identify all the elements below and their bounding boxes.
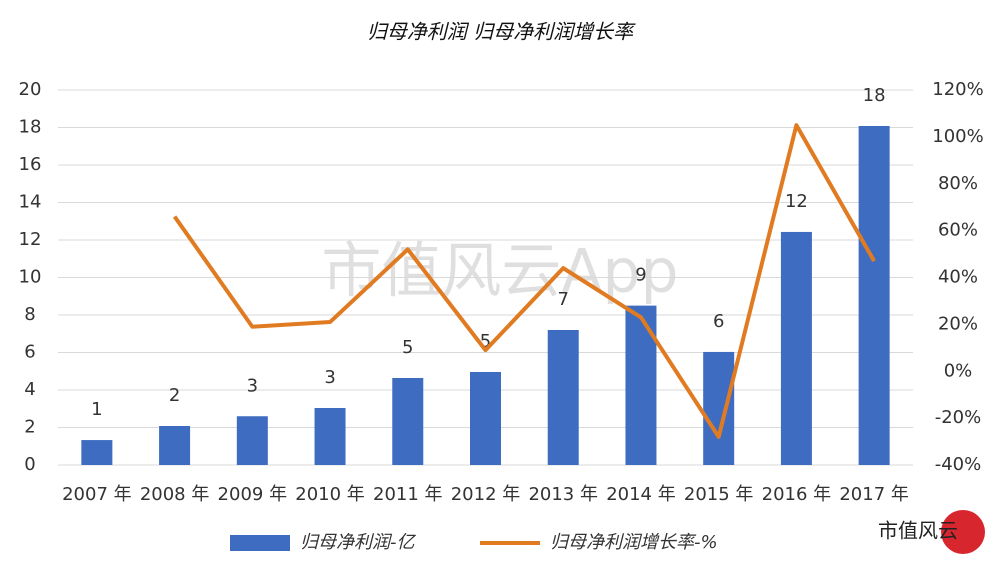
y2-tick-label: 20% — [938, 313, 978, 334]
value-label: 7 — [558, 289, 569, 310]
x-tick-label: 2008 年 — [140, 484, 210, 505]
x-tick-label: 2017 年 — [839, 484, 909, 505]
legend-label: 归母净利润-亿 — [300, 532, 416, 553]
value-label: 12 — [785, 191, 808, 212]
y-tick-label: 4 — [24, 379, 35, 400]
logo-text: 市值风云 — [878, 519, 958, 543]
value-label: 3 — [324, 367, 335, 388]
legend-label: 归母净利润增长率-% — [550, 532, 718, 553]
y-tick-label: 12 — [19, 229, 42, 250]
bar — [703, 351, 735, 465]
x-tick-label: 2014 年 — [606, 484, 676, 505]
x-tick-label: 2007 年 — [62, 484, 132, 505]
y-tick-label: 0 — [24, 454, 35, 475]
y2-tick-label: -40% — [935, 454, 982, 475]
y2-tick-label: 100% — [932, 126, 983, 147]
y2-tick-label: 40% — [938, 267, 978, 288]
x-tick-label: 2009 年 — [218, 484, 288, 505]
x-tick-label: 2016 年 — [762, 484, 832, 505]
value-label: 9 — [635, 265, 646, 286]
x-tick-label: 2010 年 — [295, 484, 365, 505]
y-tick-label: 2 — [24, 417, 35, 438]
bar — [858, 126, 890, 465]
line — [172, 123, 876, 439]
value-label: 5 — [480, 331, 491, 352]
y-tick-label: 10 — [19, 267, 42, 288]
bar — [81, 440, 113, 465]
y-tick-label: 16 — [19, 154, 42, 175]
x-tick-label: 2013 年 — [528, 484, 598, 505]
y-tick-label: 14 — [19, 192, 42, 213]
bar — [159, 426, 191, 465]
value-label: 3 — [247, 375, 258, 396]
y2-tick-label: 120% — [932, 79, 983, 100]
watermark: 市值风云App — [321, 237, 678, 307]
legend-swatch — [230, 535, 290, 551]
x-tick-label: 2011 年 — [373, 484, 443, 505]
logo-icon — [941, 510, 985, 554]
y2-tick-label: 60% — [938, 220, 978, 241]
x-tick-label: 2012 年 — [451, 484, 521, 505]
y2-tick-label: 80% — [938, 173, 978, 194]
bar — [392, 378, 424, 465]
y-tick-label: 6 — [24, 342, 35, 363]
value-label: 6 — [713, 311, 724, 332]
value-label: 18 — [863, 85, 886, 106]
bar — [314, 408, 346, 465]
bar — [470, 372, 501, 465]
y-tick-label: 8 — [24, 304, 35, 325]
bar — [236, 416, 268, 465]
value-label: 5 — [402, 337, 413, 358]
bar — [780, 231, 812, 465]
bar — [547, 330, 579, 465]
y-tick-label: 20 — [19, 79, 42, 100]
y2-tick-label: -20% — [935, 407, 982, 428]
value-label: 2 — [169, 385, 180, 406]
bar — [625, 305, 657, 465]
y-tick-label: 18 — [19, 117, 42, 138]
chart-title: 归母净利润 归母净利润增长率 — [367, 20, 636, 44]
y2-tick-label: 0% — [944, 360, 973, 381]
value-label: 1 — [91, 399, 102, 420]
x-tick-label: 2015 年 — [684, 484, 754, 505]
